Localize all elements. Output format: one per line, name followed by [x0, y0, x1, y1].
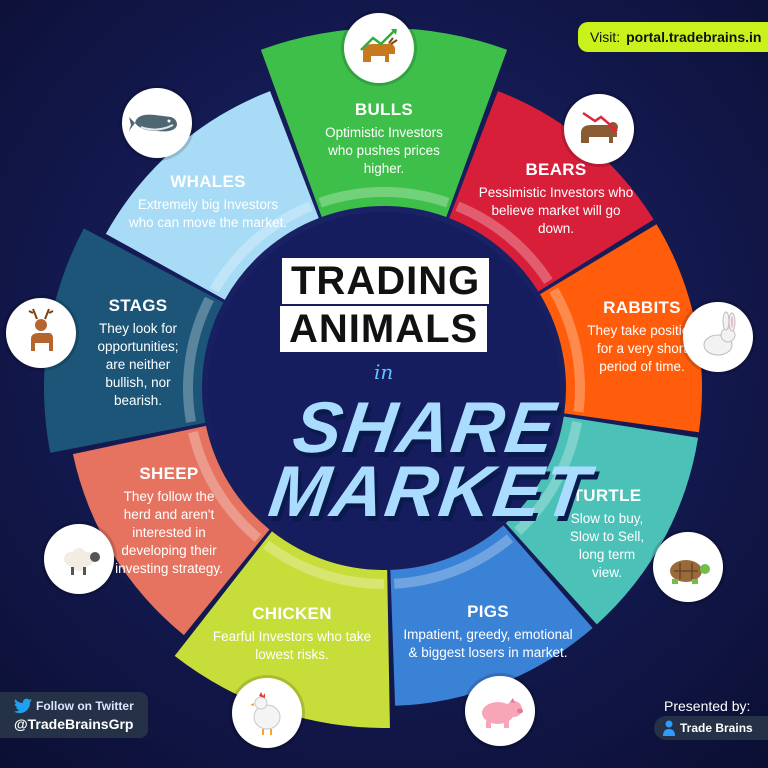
segment-highlight-chicken — [263, 540, 385, 589]
segment-highlight-whales — [209, 201, 313, 293]
turtle-icon — [653, 532, 723, 602]
segment-turtle: TURTLE Slow to buy, Slow to Sell, long t… — [562, 486, 652, 582]
wheel-segment-stags — [43, 228, 224, 453]
wheel-segment-whales — [105, 91, 319, 300]
segment-sheep: SHEEP They follow the herd and aren't in… — [114, 464, 224, 578]
wheel-segment-pigs — [390, 525, 593, 706]
twitter-handle[interactable]: @TradeBrainsGrp — [14, 716, 134, 732]
segment-title: TURTLE — [572, 486, 642, 505]
rabbit-icon — [683, 302, 753, 372]
title-trading: TRADING — [282, 258, 490, 304]
segment-desc: Extremely big Investors who can move the… — [128, 197, 288, 230]
twitter-badge[interactable]: Follow on Twitter @TradeBrainsGrp — [0, 692, 148, 738]
visit-label: Visit: — [590, 29, 621, 45]
segment-title: CHICKEN — [252, 604, 332, 623]
twitter-bird-icon — [14, 698, 32, 714]
presented-by-label: Presented by: — [664, 698, 751, 714]
segment-desc: They look for opportunities; are neither… — [97, 321, 179, 408]
segment-title: PIGS — [467, 602, 509, 621]
sheep-icon — [44, 524, 114, 594]
segment-chicken: CHICKEN Fearful Investors who take lowes… — [212, 604, 372, 664]
segment-desc: Optimistic Investors who pushes prices h… — [325, 125, 443, 176]
brand-badge: Trade Brains — [654, 716, 768, 740]
segment-highlight-rabbits — [549, 287, 585, 413]
segment-highlight-sheep — [188, 430, 262, 542]
segment-highlight-pigs — [393, 534, 514, 589]
stag-icon — [6, 298, 76, 368]
visit-banner[interactable]: Visit: portal.tradebrains.in — [578, 22, 768, 52]
wheel-segment-bears — [449, 91, 654, 292]
segment-title: BEARS — [525, 160, 587, 179]
twitter-label: Follow on Twitter — [36, 699, 134, 713]
segment-title: SHEEP — [139, 464, 199, 483]
wheel-segment-rabbits — [540, 224, 702, 433]
segment-title: WHALES — [170, 172, 246, 191]
wheel-segment-chicken — [174, 531, 390, 728]
segment-desc: Slow to buy, Slow to Sell, long term vie… — [569, 511, 645, 580]
title-animals: ANIMALS — [280, 306, 488, 352]
segment-highlight-bulls — [318, 187, 450, 208]
wheel-segment-turtle — [505, 416, 699, 625]
visit-url[interactable]: portal.tradebrains.in — [626, 29, 762, 45]
segment-title: BULLS — [354, 100, 414, 119]
segment-desc: They take position for a very short peri… — [587, 323, 697, 374]
brand-name: Trade Brains — [680, 721, 753, 735]
whale-icon — [122, 88, 192, 158]
segment-desc: They follow the herd and aren't interest… — [115, 489, 223, 576]
segment-title: STAGS — [108, 296, 168, 315]
segment-desc: Impatient, greedy, emotional & biggest l… — [403, 627, 573, 660]
segment-highlight-bears — [455, 201, 553, 284]
title-market: MARKET — [264, 452, 596, 532]
wheel-segment-sheep — [72, 425, 270, 636]
wheel-segment-bulls — [260, 27, 508, 217]
segment-bears: BEARS Pessimistic Investors who believe … — [476, 160, 636, 238]
segment-pigs: PIGS Impatient, greedy, emotional & bigg… — [398, 602, 578, 662]
pig-icon — [465, 676, 535, 746]
trade-brains-logo-icon — [663, 720, 675, 736]
chicken-icon — [232, 678, 302, 748]
segment-rabbits: RABBITS They take position for a very sh… — [586, 298, 698, 376]
segment-title: RABBITS — [603, 298, 681, 317]
bull-icon — [344, 13, 414, 83]
segment-bulls: BULLS Optimistic Investors who pushes pr… — [312, 100, 456, 178]
title-connector: in — [374, 360, 394, 384]
segment-highlight-turtle — [514, 421, 582, 536]
bear-icon — [564, 94, 634, 164]
segment-highlight-stags — [183, 296, 214, 423]
segment-whales: WHALES Extremely big Investors who can m… — [128, 172, 288, 232]
segment-desc: Fearful Investors who take lowest risks. — [212, 629, 372, 662]
segment-desc: Pessimistic Investors who believe market… — [478, 185, 634, 236]
segment-stags: STAGS They look for opportunities; are n… — [86, 296, 190, 410]
